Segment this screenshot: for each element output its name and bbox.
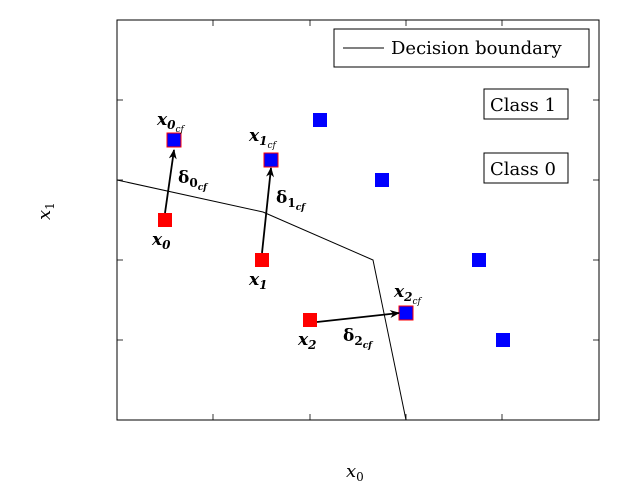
x1cf-point [263, 152, 279, 168]
delta-arrows [164, 149, 400, 323]
plot-frame [116, 19, 600, 421]
x1-point [255, 253, 269, 267]
delta1-label: δ1cf [276, 188, 307, 213]
x0cf-point [166, 132, 182, 148]
x-axis-label: x0 [346, 461, 364, 484]
delta-labels: δ0cf δ1cf δ2cf [178, 168, 374, 351]
class1-points [313, 113, 510, 347]
class0-tag-box [483, 152, 569, 184]
class1-tag: Class 1 [483, 88, 569, 120]
x2-point [303, 313, 317, 327]
x-ticks [212, 20, 503, 420]
class0-points [158, 213, 317, 327]
x1cf-label: x1cf [248, 126, 278, 151]
decision-boundary-line [116, 179, 407, 421]
delta0-arrow [164, 149, 177, 214]
counterfactual-points [166, 132, 414, 321]
x0-point [158, 213, 172, 227]
delta0-label: δ0cf [178, 168, 209, 193]
class1-point [313, 113, 327, 127]
class1-tag-label: Class 1 [490, 95, 556, 116]
x0cf-label: x0cf [156, 110, 186, 135]
x2cf-point [398, 305, 414, 321]
class1-point [375, 173, 389, 187]
class1-tag-box [483, 88, 569, 120]
delta2-arrow [316, 310, 400, 323]
delta2-label: δ2cf [343, 326, 374, 351]
y-ticks [117, 99, 599, 341]
x2-label: x2 [297, 330, 317, 352]
point-labels: x0 x1 x2 x0cf x1cf x2cf [151, 110, 423, 352]
y-axis-label: x1 [34, 202, 57, 220]
class0-tag-label: Class 0 [490, 159, 556, 180]
class0-tag: Class 0 [483, 152, 569, 184]
x2cf-label: x2cf [393, 282, 423, 307]
x1-label: x1 [248, 270, 268, 292]
x0-label: x0 [151, 230, 171, 252]
class1-point [496, 333, 510, 347]
delta1-arrow [261, 167, 275, 254]
legend-label: Decision boundary [391, 38, 562, 59]
legend: Decision boundary [333, 28, 590, 68]
class1-point [472, 253, 486, 267]
